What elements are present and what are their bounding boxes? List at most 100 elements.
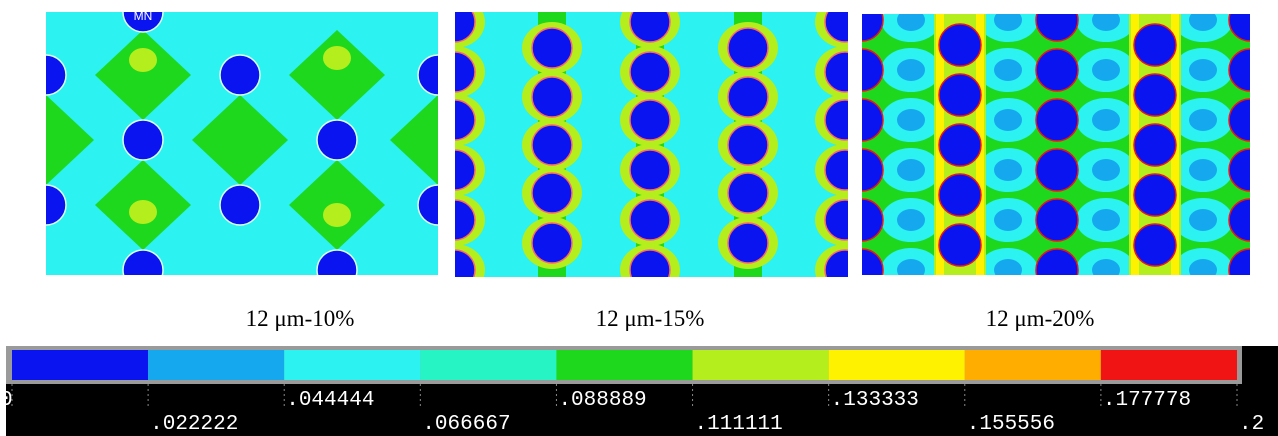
colorbar-swatch bbox=[828, 350, 965, 380]
hole bbox=[862, 248, 884, 275]
hole bbox=[122, 12, 164, 33]
hole bbox=[1133, 223, 1177, 267]
hole bbox=[316, 249, 358, 275]
hole bbox=[1133, 123, 1177, 167]
contour-region bbox=[323, 203, 351, 227]
contour-region bbox=[897, 109, 925, 131]
hole bbox=[727, 76, 769, 118]
hole bbox=[122, 119, 164, 161]
hole bbox=[46, 184, 67, 226]
hole bbox=[862, 14, 884, 42]
colorbar-swatch bbox=[420, 350, 557, 380]
colorbar-label: .044444 bbox=[286, 389, 374, 412]
panel-caption: 12 μm-15% bbox=[596, 306, 705, 331]
hole bbox=[938, 123, 982, 167]
contour-region bbox=[897, 159, 925, 181]
hole bbox=[824, 51, 848, 93]
colorbar-swatch bbox=[964, 350, 1101, 380]
contour-region bbox=[1092, 159, 1120, 181]
colorbar-label: .066667 bbox=[422, 413, 510, 436]
contour-region bbox=[994, 259, 1022, 275]
hole bbox=[1228, 248, 1250, 275]
hole bbox=[46, 54, 67, 96]
contour-region bbox=[1092, 209, 1120, 231]
hole bbox=[629, 51, 671, 93]
hole bbox=[824, 12, 848, 43]
hole bbox=[629, 12, 671, 43]
hole bbox=[219, 184, 261, 226]
hole bbox=[417, 54, 438, 96]
hole bbox=[531, 124, 573, 166]
contour-region bbox=[323, 46, 351, 70]
colorbar-label: .022222 bbox=[150, 413, 238, 436]
hole bbox=[1035, 198, 1079, 242]
hole bbox=[938, 73, 982, 117]
hole bbox=[531, 76, 573, 118]
contour-region bbox=[46, 95, 94, 185]
contour-region bbox=[994, 14, 1022, 31]
hole bbox=[862, 48, 884, 92]
hole bbox=[938, 23, 982, 67]
colorbar-swatch bbox=[284, 350, 421, 380]
contour-region bbox=[897, 209, 925, 231]
hole bbox=[531, 222, 573, 264]
contour-region bbox=[994, 109, 1022, 131]
hole bbox=[629, 249, 671, 277]
colorbar-swatch bbox=[148, 350, 285, 380]
hole bbox=[1035, 14, 1079, 42]
contour-region bbox=[897, 59, 925, 81]
hole bbox=[122, 249, 164, 275]
contour-region bbox=[994, 59, 1022, 81]
hole bbox=[1228, 198, 1250, 242]
contour-region bbox=[1092, 14, 1120, 31]
colorbar-label: .133333 bbox=[831, 389, 919, 412]
colorbar-label: .155556 bbox=[967, 413, 1055, 436]
hole bbox=[824, 199, 848, 241]
colorbar-swatch bbox=[12, 350, 149, 380]
hole bbox=[824, 99, 848, 141]
hole bbox=[531, 172, 573, 214]
contour-region bbox=[1092, 109, 1120, 131]
contour-region bbox=[129, 200, 157, 224]
hole bbox=[727, 124, 769, 166]
hole bbox=[455, 199, 476, 241]
hole bbox=[1228, 148, 1250, 192]
contour-region bbox=[1189, 159, 1217, 181]
colorbar-swatch bbox=[1100, 350, 1237, 380]
hole bbox=[1035, 98, 1079, 142]
hole bbox=[316, 119, 358, 161]
contour-region bbox=[289, 30, 385, 120]
hole bbox=[727, 27, 769, 69]
hole bbox=[1133, 173, 1177, 217]
contour-panel bbox=[46, 12, 438, 275]
hole bbox=[455, 249, 476, 277]
hole bbox=[629, 149, 671, 191]
colorbar-label: .2 bbox=[1239, 413, 1264, 436]
hole bbox=[629, 99, 671, 141]
contour-region bbox=[1092, 259, 1120, 275]
hole bbox=[417, 184, 438, 226]
contour-region bbox=[1189, 209, 1217, 231]
hole bbox=[1228, 48, 1250, 92]
contour-region bbox=[1092, 59, 1120, 81]
colorbar-label: .088889 bbox=[558, 389, 646, 412]
colorbar-label: 0 bbox=[0, 389, 13, 412]
hole bbox=[824, 149, 848, 191]
hole bbox=[938, 223, 982, 267]
hole bbox=[862, 198, 884, 242]
hole bbox=[938, 173, 982, 217]
hole bbox=[862, 98, 884, 142]
hole bbox=[455, 99, 476, 141]
hole bbox=[1228, 98, 1250, 142]
hole bbox=[629, 199, 671, 241]
colorbar: 0 .022222 .044444 .066667 .088889 .111111 .133… bbox=[0, 350, 1264, 436]
contour-region bbox=[192, 95, 288, 185]
contour-region bbox=[129, 48, 157, 72]
hole bbox=[824, 249, 848, 277]
colorbar-swatch bbox=[692, 350, 829, 380]
hole bbox=[1133, 73, 1177, 117]
colorbar-label: .177778 bbox=[1103, 389, 1191, 412]
hole bbox=[531, 27, 573, 69]
contour-region bbox=[1189, 259, 1217, 275]
